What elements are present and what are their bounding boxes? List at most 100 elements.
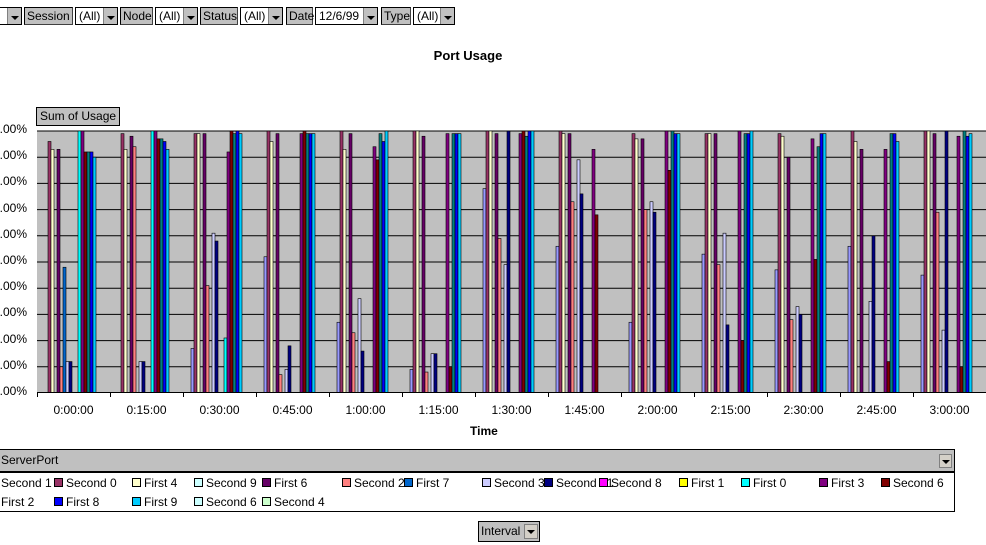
bar-second-6-1:00:00 [375, 159, 380, 394]
chevron-down-icon[interactable] [268, 8, 282, 24]
bar-first-4-1:45:00 [561, 133, 566, 394]
x-tick-label: 2:15:00 [710, 403, 751, 417]
bar-second-2-1:15:00 [424, 371, 429, 394]
bar-first-8-0:45:00 [308, 133, 313, 394]
chevron-down-icon[interactable] [7, 8, 21, 24]
filter-dropdown[interactable]: (All) [75, 7, 118, 25]
filter-label-status[interactable]: Status [200, 7, 238, 25]
bar-second-3-3:00:00 [941, 329, 946, 394]
legend-label: First 2 [1, 495, 35, 509]
bar-first-4-1:00:00 [342, 149, 347, 394]
filter-dropdown[interactable]: 12/6/99 [315, 7, 378, 25]
x-tick [402, 392, 403, 397]
legend-label: Second 1 [1, 476, 52, 490]
filter-label-node[interactable]: Node [120, 7, 153, 25]
bar-second-61-1:00:00 [360, 350, 365, 394]
filter-label-date[interactable]: Date [286, 7, 314, 25]
bar-second-3-1:15:00 [430, 353, 435, 394]
bar-first-6-1:45:00 [567, 133, 572, 394]
legend-item: First 7 [404, 476, 449, 490]
bar-second-0-1:15:00 [412, 130, 417, 394]
legend-swatch [741, 478, 750, 487]
chevron-down-icon[interactable] [939, 454, 952, 468]
x-tick-label: 2:00:00 [637, 403, 678, 417]
category-field-button[interactable]: Interval [478, 521, 540, 542]
bar-first-2-0:45:00 [305, 133, 310, 394]
legend-item: First 3 [819, 476, 864, 490]
legend-swatch [132, 478, 141, 487]
legend-item: First 6 [262, 476, 307, 490]
legend-item: First 2 [0, 495, 34, 509]
filter-dropdown[interactable]: (All) [155, 7, 198, 25]
bar-first-9-0:30:00 [238, 133, 243, 394]
chevron-down-icon[interactable] [440, 8, 454, 24]
bar-second-0-2:30:00 [777, 133, 782, 394]
bar-first-9-0:00:00 [92, 156, 97, 394]
legend-swatch [132, 497, 141, 506]
legend-swatch [54, 497, 63, 506]
bar-second-0-2:00:00 [631, 133, 636, 394]
bar-second-0-2:15:00 [704, 133, 709, 394]
x-tick [767, 392, 768, 397]
chevron-down-icon[interactable] [103, 8, 117, 24]
bar-second-2-2:30:00 [789, 319, 794, 394]
bar-second-1-2:15:00 [701, 253, 706, 394]
y-tick-label: 100.00% [0, 122, 27, 136]
legend-label: Second 3 [494, 476, 545, 490]
legend-label: First 3 [831, 476, 865, 490]
filter-label-type[interactable]: Type [381, 7, 411, 25]
y-tick-label: 70.00% [0, 200, 27, 215]
legend-swatch [404, 478, 413, 487]
legend-swatch [679, 478, 688, 487]
x-tick [37, 392, 38, 397]
filter-label-session[interactable]: Session [24, 7, 73, 25]
legend-item: Second 6 [194, 495, 257, 509]
category-field-label: Interval [481, 524, 521, 538]
bar-first-0-0:00:00 [77, 130, 82, 394]
filter-dropdown[interactable]: (All) [0, 7, 22, 25]
legend-item: Second 4 [262, 495, 325, 509]
bar-second-3-0:00:00 [65, 361, 70, 394]
legend-item: Second 6 [881, 476, 944, 490]
bar-first-2-2:00:00 [670, 130, 675, 394]
bar-second-61-2:45:00 [871, 235, 876, 394]
series-field-button[interactable]: ServerPort [0, 450, 954, 473]
bar-first-6-0:30:00 [202, 133, 207, 394]
x-tick [694, 392, 695, 397]
legend-swatch [262, 478, 271, 487]
x-tick [110, 392, 111, 397]
bar-first-7-0:00:00 [62, 266, 67, 394]
chevron-down-icon[interactable] [183, 8, 197, 24]
bar-first-8-0:15:00 [162, 141, 167, 394]
y-tick-label: 20.00% [0, 331, 27, 346]
filter-dropdown[interactable]: (All) [413, 7, 455, 25]
filter-dropdown[interactable]: (All) [240, 7, 283, 25]
bar-second-1-1:30:00 [482, 188, 487, 394]
bar-first-4-0:00:00 [50, 149, 55, 394]
legend-label: Second 8 [611, 476, 662, 490]
bar-first-9-3:00:00 [968, 133, 973, 394]
legend-label: First 1 [691, 476, 725, 490]
bar-second-6-0:00:00 [83, 151, 88, 394]
bar-first-8-2:00:00 [673, 133, 678, 394]
bar-second-61-1:45:00 [579, 193, 584, 394]
bar-second-6-0:30:00 [229, 130, 234, 394]
legend-swatch [54, 478, 63, 487]
bar-second-3-2:00:00 [649, 201, 654, 394]
bar-first-2-2:15:00 [743, 133, 748, 394]
chevron-down-icon[interactable] [524, 524, 538, 539]
y-tick-label: 60.00% [0, 226, 27, 241]
bar-second-6-0:45:00 [302, 130, 307, 394]
bar-first-6-2:15:00 [713, 133, 718, 394]
legend-label: Second 0 [66, 476, 117, 490]
chevron-down-icon[interactable] [363, 8, 377, 24]
bar-second-3-1:30:00 [503, 264, 508, 394]
bar-second-2-1:45:00 [570, 201, 575, 394]
filter-value: (All) [417, 9, 439, 23]
legend-label: Second 6 [893, 476, 944, 490]
bar-first-2-1:15:00 [451, 133, 456, 394]
data-field-button[interactable]: Sum of Usage [36, 107, 121, 126]
legend-label: First 8 [66, 495, 100, 509]
bar-first-3-0:15:00 [153, 130, 158, 394]
bar-first-9-0:15:00 [165, 149, 170, 394]
